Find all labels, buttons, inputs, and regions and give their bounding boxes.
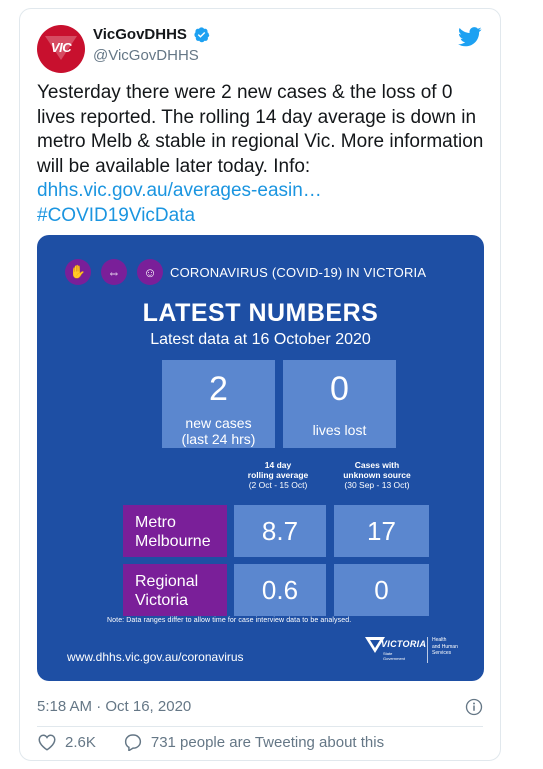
like-count: 2.6K: [65, 733, 96, 751]
speech-bubble-icon: [124, 734, 141, 751]
tweeting-about-text: 731 people are Tweeting about this: [150, 733, 385, 751]
twitter-bird-icon[interactable]: [458, 27, 482, 47]
metro-melbourne-label-line1: Metro: [135, 514, 176, 531]
tweet-hashtag[interactable]: #COVID19VicData: [37, 204, 196, 226]
dhhs-url: www.dhhs.vic.gov.au/coronavirus: [67, 650, 244, 664]
footer-divider: [37, 726, 483, 727]
regional-victoria-label-line2: Victoria: [135, 592, 189, 609]
latest-numbers-title: LATEST NUMBERS: [142, 299, 379, 327]
tweet-link[interactable]: dhhs.vic.gov.au/averages-easin…: [37, 180, 322, 201]
latest-data-date: Latest data at 16 October 2020: [150, 331, 371, 348]
regional-unknown-source-value: 0: [334, 564, 429, 616]
mask-icon: ☺: [137, 259, 163, 285]
logo-state-government: State Government: [383, 651, 405, 661]
logo-dept-line3: Services: [432, 650, 452, 656]
lives-lost-value: 0: [330, 370, 349, 408]
distancing-icon: ⇔: [101, 259, 127, 285]
data-range-note: Note: Data ranges differ to allow time f…: [107, 617, 352, 624]
unknown-source-header-line2: unknown source: [343, 470, 411, 480]
logo-victoria-text: VICTORIA: [381, 639, 427, 649]
user-handle[interactable]: @VicGovDHHS: [93, 47, 199, 64]
victoria-triangle-icon: [365, 637, 385, 653]
regional-victoria-label-line1: Regional: [135, 573, 199, 590]
rolling-average-header-line2: rolling average: [247, 470, 309, 480]
rolling-average-header-line1: 14 day: [264, 460, 292, 470]
regional-victoria-label: Regional Victoria: [123, 564, 227, 616]
avatar-text: VIC: [50, 40, 72, 55]
heart-icon: [38, 734, 56, 751]
info-icon[interactable]: [465, 698, 483, 716]
unknown-source-header-line1: Cases with: [354, 460, 400, 470]
graphic-header: CORONAVIRUS (COVID-19) IN VICTORIA: [170, 265, 427, 280]
metro-melbourne-label-line2: Melbourne: [135, 533, 211, 550]
logo-state: State: [383, 651, 393, 656]
like-button[interactable]: 2.6K: [37, 733, 96, 751]
logo-government: Government: [383, 656, 406, 661]
metro-melbourne-label: Metro Melbourne: [123, 505, 227, 557]
metro-rolling-average-value: 8.7: [234, 505, 326, 557]
regional-rolling-average-value: 0.6: [234, 564, 326, 616]
unknown-source-header-line3: (30 Sep - 13 Oct): [344, 480, 410, 490]
lives-lost-label: lives lost: [312, 422, 367, 438]
logo-department: Health and Human Services: [432, 637, 472, 657]
tweet-text: Yesterday there were 2 new cases & the l…: [37, 81, 492, 228]
new-cases-label-line2: (last 24 hrs): [181, 431, 256, 447]
verified-badge-icon: [194, 27, 210, 43]
display-name[interactable]: VicGovDHHS: [93, 26, 187, 44]
conversation-link[interactable]: 731 people are Tweeting about this: [123, 733, 384, 751]
unknown-source-header: Cases with unknown source (30 Sep - 13 O…: [327, 460, 427, 490]
new-cases-box: 2 new cases (last 24 hrs): [162, 360, 275, 448]
tweet-actions: 2.6K 731 people are Tweeting about this: [37, 733, 384, 751]
metro-unknown-source-value: 17: [334, 505, 429, 557]
hand-wash-icon: ✋: [65, 259, 91, 285]
tweet-timestamp[interactable]: 5:18 AM · Oct 16, 2020: [37, 698, 192, 715]
logo-dept-line2: and Human: [432, 643, 458, 650]
avatar[interactable]: VIC: [37, 25, 85, 73]
logo-dept-line1: Health: [432, 637, 447, 643]
avatar-triangle: [45, 36, 77, 60]
tweet-card: VIC VicGovDHHS @VicGovDHHS Yesterday the…: [19, 8, 501, 761]
lives-lost-box: 0 lives lost: [283, 360, 396, 448]
new-cases-value: 2: [209, 370, 228, 408]
covid-infographic[interactable]: ✋ ⇔ ☺ CORONAVIRUS (COVID-19) IN VICTORIA…: [37, 235, 484, 681]
logo-divider: [427, 637, 428, 663]
tweet-body: Yesterday there were 2 new cases & the l…: [37, 82, 484, 177]
new-cases-label-line1: new cases: [185, 415, 252, 431]
new-cases-label: new cases (last 24 hrs): [162, 415, 275, 447]
rolling-average-header: 14 day rolling average (2 Oct - 15 Oct): [233, 460, 323, 490]
rolling-average-header-line3: (2 Oct - 15 Oct): [248, 480, 308, 490]
user-block: VicGovDHHS @VicGovDHHS: [93, 26, 210, 64]
